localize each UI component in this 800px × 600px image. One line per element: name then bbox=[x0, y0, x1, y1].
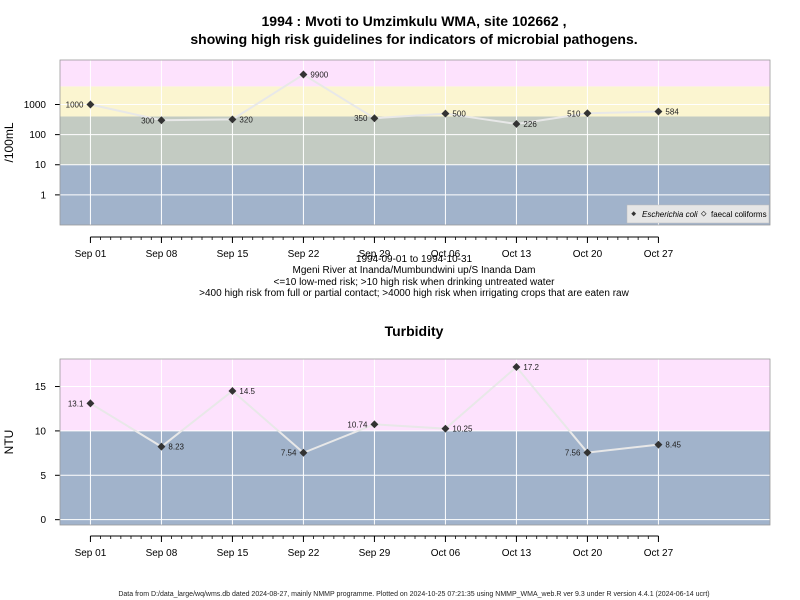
y-tick-label: 0 bbox=[40, 515, 46, 526]
band-0 bbox=[60, 430, 770, 525]
data-label: 10.25 bbox=[452, 425, 473, 434]
y-axis-label: /100mL bbox=[2, 122, 16, 162]
plot-frame bbox=[59, 358, 771, 526]
data-label: 8.23 bbox=[168, 443, 184, 452]
chart2-title: Turbidity bbox=[385, 323, 444, 339]
band-1 bbox=[60, 359, 770, 431]
x-tick-label: Oct 13 bbox=[502, 548, 532, 559]
band-1 bbox=[60, 116, 770, 165]
band-3 bbox=[60, 60, 770, 87]
data-label: 9900 bbox=[310, 71, 328, 80]
data-label: 584 bbox=[665, 108, 679, 117]
x-tick-label: Sep 08 bbox=[146, 249, 178, 260]
data-point bbox=[441, 424, 450, 433]
data-point bbox=[370, 420, 379, 429]
data-point bbox=[512, 363, 521, 371]
chart2-plot: 0 5 10 15 NTU Sep 01 Sep 08 Sep 15 Sep 22 Sep 29 O… bbox=[2, 358, 771, 559]
y-tick-label: 5 bbox=[40, 471, 46, 482]
y-axis-label: NTU bbox=[2, 430, 16, 455]
chart1-caption-1: 1994-09-01 to 1994-10-31 bbox=[356, 254, 473, 265]
x-tick-label: Sep 01 bbox=[75, 548, 107, 559]
data-point bbox=[228, 386, 237, 395]
data-label: 350 bbox=[354, 114, 368, 123]
data-label: 300 bbox=[141, 116, 155, 125]
legend: Escherichia coli faecal coliforms bbox=[626, 204, 770, 224]
data-point bbox=[86, 100, 95, 109]
chart1-caption-3: <=10 low-med risk; >10 high risk when dr… bbox=[274, 277, 556, 288]
y-tick-label: 100 bbox=[29, 130, 46, 141]
chart1-caption-2: Mgeni River at Inanda/Mumbundwini up/S I… bbox=[293, 265, 536, 276]
x-tick-label: Sep 01 bbox=[75, 249, 107, 260]
data-label: 7.54 bbox=[281, 449, 297, 458]
y-tick-label: 1 bbox=[40, 190, 46, 201]
data-label: 500 bbox=[452, 110, 466, 119]
data-label: 1000 bbox=[66, 100, 84, 109]
data-point bbox=[299, 448, 308, 457]
x-tick-label: Oct 27 bbox=[644, 249, 674, 260]
legend-box bbox=[626, 204, 770, 224]
data-label: 17.2 bbox=[523, 363, 539, 372]
data-label: 13.1 bbox=[68, 399, 84, 408]
y-tick-label: 1000 bbox=[24, 100, 47, 111]
x-tick-label: Sep 22 bbox=[288, 548, 320, 559]
x-tick-label: Oct 06 bbox=[431, 249, 461, 260]
data-point bbox=[157, 442, 166, 451]
data-label: 8.45 bbox=[665, 441, 681, 450]
footer-note: Data from D:/data_large/wq/wms.db dated … bbox=[118, 591, 709, 598]
x-tick-label: Sep 29 bbox=[359, 548, 391, 559]
x-tick-label: Oct 20 bbox=[573, 548, 603, 559]
chart1-title: 1994 : Mvoti to Umzimkulu WMA, site 1026… bbox=[262, 13, 567, 29]
legend-label-faecal: faecal coliforms bbox=[711, 210, 767, 219]
x-tick-label: Sep 15 bbox=[217, 249, 249, 260]
plot-frame bbox=[59, 59, 771, 226]
data-point bbox=[157, 116, 166, 125]
chart1-plot: 1 10 100 1000/100mL Sep 01 Sep 08 Sep 15 Sep 22… bbox=[2, 59, 771, 260]
data-label: 320 bbox=[239, 115, 253, 124]
data-label: 14.5 bbox=[239, 387, 255, 396]
data-label: 10.74 bbox=[347, 420, 368, 429]
legend-marker-faecal bbox=[700, 210, 707, 217]
x-tick-label: Sep 22 bbox=[288, 249, 320, 260]
data-point bbox=[654, 440, 663, 449]
x-tick-label: Oct 06 bbox=[431, 548, 461, 559]
x-tick-label: Sep 15 bbox=[217, 548, 249, 559]
grid bbox=[60, 60, 770, 225]
data-label: 7.56 bbox=[565, 449, 581, 458]
band-2 bbox=[60, 86, 770, 117]
x-tick-label: Sep 29 bbox=[359, 249, 391, 260]
chart1-caption-4: >400 high risk from full or partial cont… bbox=[199, 288, 629, 299]
chart1-title-line2: showing high risk guidelines for indicat… bbox=[190, 31, 637, 47]
y-tick-label: 15 bbox=[35, 382, 47, 393]
y-tick-label: 10 bbox=[35, 160, 47, 171]
x-tick-label: Oct 13 bbox=[502, 249, 532, 260]
x-tick-label: Sep 08 bbox=[146, 548, 178, 559]
legend-label-ecoli: Escherichia coli bbox=[642, 210, 698, 219]
x-tick-label: Oct 27 bbox=[644, 548, 674, 559]
data-label: 510 bbox=[567, 109, 581, 118]
x-tick-label: Oct 20 bbox=[573, 249, 603, 260]
data-label: 226 bbox=[523, 120, 537, 129]
y-tick-label: 10 bbox=[35, 426, 47, 437]
